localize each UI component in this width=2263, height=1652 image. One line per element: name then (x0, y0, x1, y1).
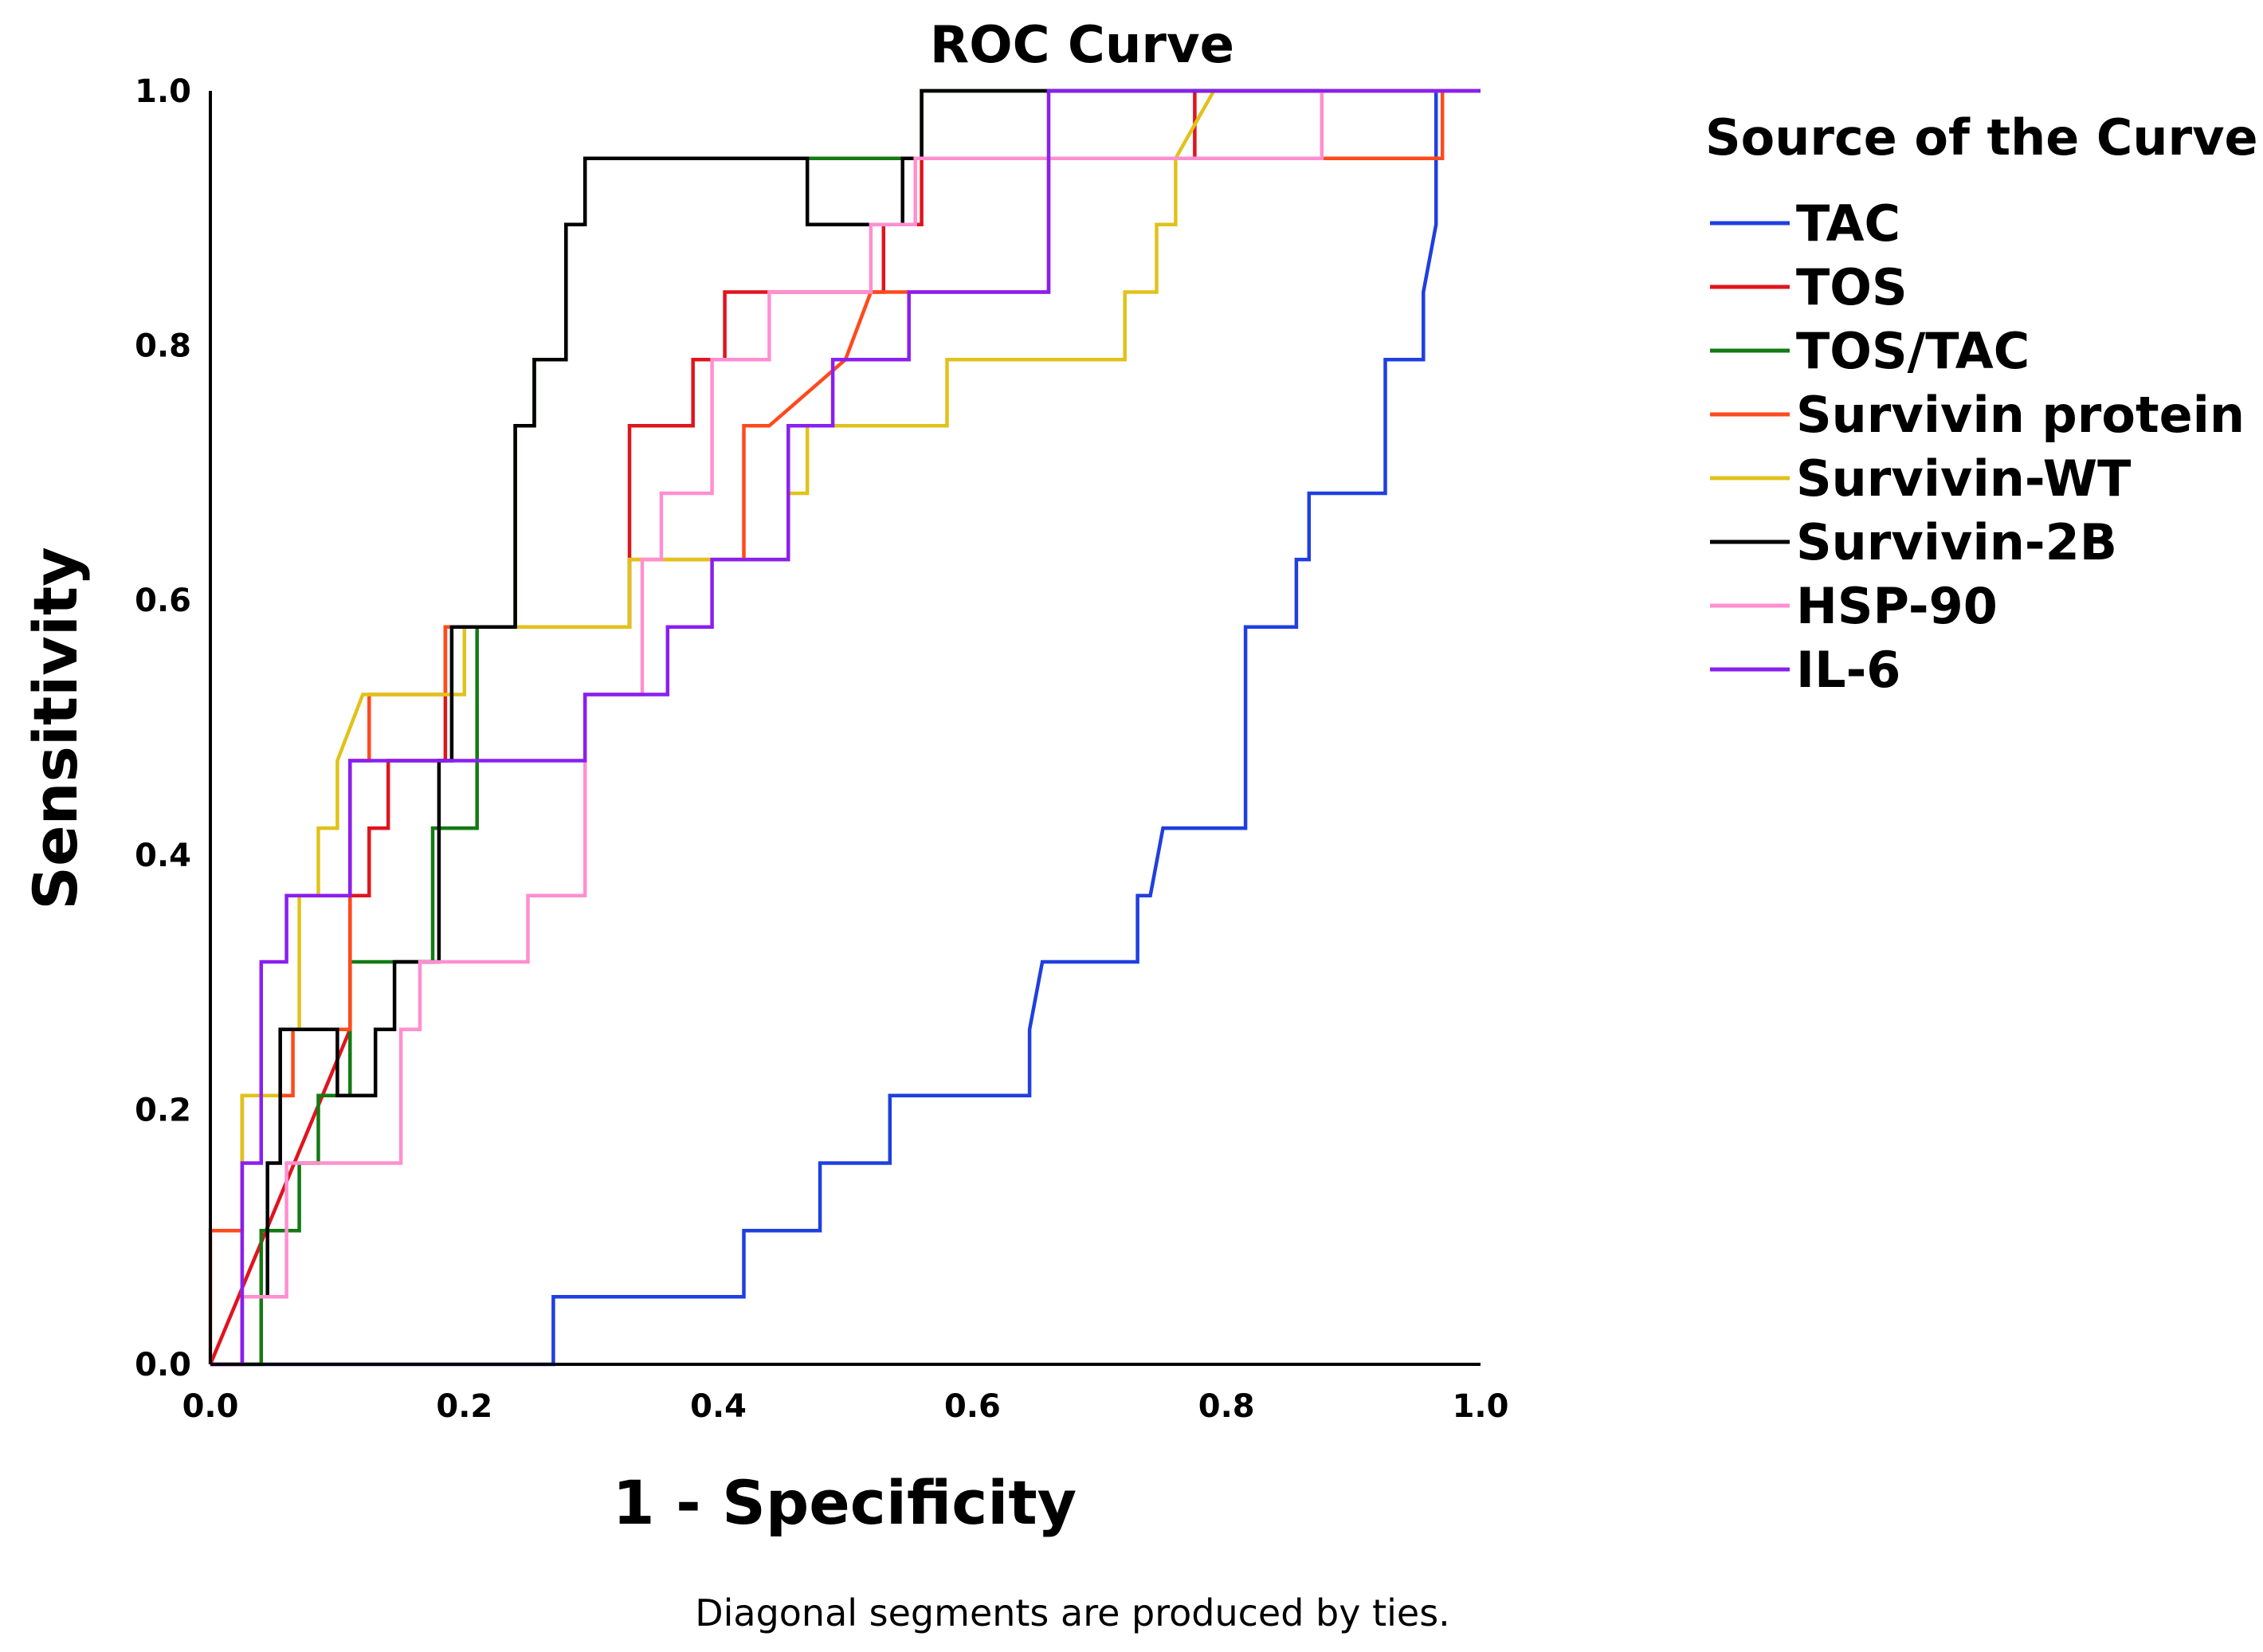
series-line-tos (208, 88, 1481, 1365)
x-tick-label: 0.8 (1198, 1388, 1255, 1425)
x-tick-label: 0.6 (944, 1388, 1001, 1425)
y-tick-label: 1.0 (135, 73, 191, 110)
series-line-survivin-protein (208, 88, 1481, 1364)
chart-title: ROC Curve (930, 16, 1234, 75)
legend-label-tos: TOS (1796, 258, 1908, 316)
y-tick-label: 0.8 (135, 328, 191, 365)
legend-label-survivin-2b: Survivin-2B (1796, 513, 2117, 571)
legend-label-survivin-wt: Survivin-WT (1796, 449, 2131, 508)
legend-label-tac: TAC (1796, 194, 1900, 253)
tick-group: 0.0 0.2 0.4 0.6 0.8 1.0 0.0 0.2 0.4 0.6 0.8 1.0 (135, 73, 1508, 1425)
legend-label-hsp-90: HSP-90 (1796, 577, 1998, 635)
legend-label-tos-tac: TOS/TAC (1796, 322, 2030, 380)
y-tick-label: 0.0 (135, 1347, 191, 1383)
y-axis-label: Sensitivity (20, 547, 91, 910)
series-line-survivin-2b (210, 88, 1481, 1367)
series-line-tos-tac (210, 88, 1481, 1367)
legend-label-survivin-protein: Survivin protein (1796, 386, 2245, 444)
footnote: Diagonal segments are produced by ties. (695, 1591, 1450, 1634)
x-tick-label: 0.0 (182, 1388, 239, 1425)
series-line-il-6 (210, 88, 1481, 1367)
series-line-hsp-90 (210, 88, 1481, 1367)
x-axis-label: 1 - Specificity (613, 1467, 1077, 1538)
y-tick-label: 0.4 (135, 838, 191, 874)
legend-label-il-6: IL-6 (1796, 641, 1900, 699)
y-tick-label: 0.6 (135, 583, 191, 619)
series-group (208, 88, 1481, 1367)
x-tick-label: 0.2 (436, 1388, 492, 1425)
x-tick-label: 1.0 (1453, 1388, 1509, 1425)
legend-title: Source of the Curve (1705, 108, 2258, 167)
series-line-tac (210, 88, 1481, 1367)
y-tick-label: 0.2 (135, 1092, 191, 1128)
x-tick-label: 0.4 (690, 1388, 747, 1425)
series-line-survivin-wt (210, 88, 1481, 1367)
